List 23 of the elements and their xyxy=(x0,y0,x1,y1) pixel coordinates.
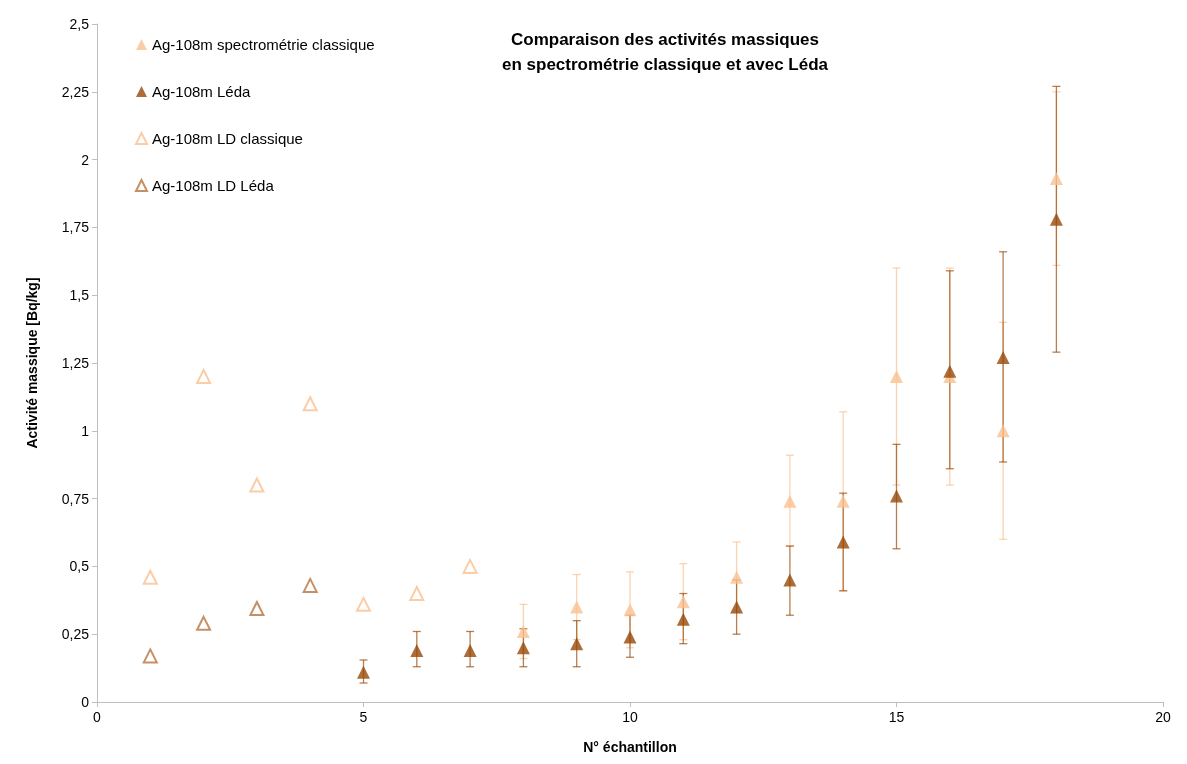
text: Comparaison des activités massiques en spectrométrie classique et avec Léda xyxy=(502,30,829,74)
x-tick-label: 0 xyxy=(93,709,102,725)
legend-label: Ag-108m LD Léda xyxy=(152,177,275,194)
x-tick-label: 10 xyxy=(622,709,638,725)
y-tick-label: 0,75 xyxy=(61,490,90,507)
x-tick-label: 15 xyxy=(888,709,905,725)
y-tick-label: 2,5 xyxy=(69,16,90,32)
y-tick-label: 0,5 xyxy=(69,558,90,575)
legend-label: Ag-108m spectrométrie classique xyxy=(152,36,375,53)
y-tick-label: 1 xyxy=(81,422,90,439)
x-axis-title: N° échantillon xyxy=(583,739,677,755)
x-tick-label: 5 xyxy=(359,709,368,725)
y-tick-label: 1,5 xyxy=(69,287,90,304)
y-axis-title: Activité massique [Bq/kg] xyxy=(24,277,40,449)
y-tick-label: 2,25 xyxy=(61,83,90,100)
y-tick-label: 1,75 xyxy=(61,219,90,236)
y-tick-label: 2 xyxy=(81,151,90,168)
y-tick-label: 0,25 xyxy=(61,626,90,643)
y-tick-label: 0 xyxy=(81,694,90,710)
legend-label: Ag-108m LD classique xyxy=(152,130,303,147)
y-tick-label: 1,25 xyxy=(61,355,90,371)
legend-label: Ag-108m Léda xyxy=(152,83,252,100)
x-tick-label: 20 xyxy=(1155,709,1171,725)
